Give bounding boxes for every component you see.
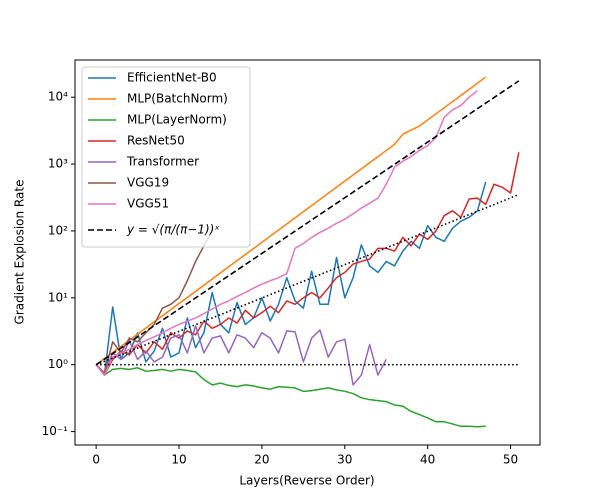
plot-lines bbox=[95, 76, 520, 428]
x-tick-label: 0 bbox=[92, 453, 100, 467]
x-tick-label: 40 bbox=[420, 453, 435, 467]
x-tick-label: 50 bbox=[503, 453, 518, 467]
x-tick-label: 30 bbox=[337, 453, 352, 467]
series-line bbox=[95, 152, 520, 376]
legend-label: MLP(LayerNorm) bbox=[127, 113, 227, 127]
series-line bbox=[95, 325, 387, 386]
y-axis-label: Gradient Explosion Rate bbox=[13, 180, 27, 325]
series-line bbox=[95, 90, 478, 376]
legend-box bbox=[81, 66, 251, 248]
y-tick-label: 10⁴ bbox=[48, 90, 68, 104]
series-line bbox=[95, 76, 487, 366]
legend-label: MLP(BatchNorm) bbox=[127, 92, 228, 106]
y-tick-label: 10³ bbox=[48, 157, 68, 171]
y-tick-label: 10¹ bbox=[48, 290, 68, 304]
series-line bbox=[95, 181, 487, 376]
legend-label: ResNet50 bbox=[127, 134, 185, 148]
legend-label: y = √(π/(π−1))ˣ bbox=[126, 223, 220, 237]
axes-frame bbox=[74, 59, 541, 446]
y-tick-label: 10⁻¹ bbox=[42, 424, 69, 438]
legend-label: EfficientNet-B0 bbox=[127, 71, 217, 85]
legend-label: Transformer bbox=[126, 155, 199, 169]
legend: EfficientNet-B0 MLP(BatchNorm) MLP(LayerNo… bbox=[81, 66, 251, 248]
x-tick-label: 10 bbox=[171, 453, 186, 467]
x-axis-label: Layers(Reverse Order) bbox=[239, 474, 374, 488]
x-tick-label: 20 bbox=[254, 453, 269, 467]
legend-label: VGG19 bbox=[127, 176, 169, 190]
series-line bbox=[95, 364, 486, 428]
y-tick-label: 10⁰ bbox=[48, 357, 68, 371]
series-line bbox=[95, 80, 520, 366]
series-line bbox=[95, 230, 213, 374]
legend-label: VGG51 bbox=[127, 197, 169, 211]
y-tick-label: 10² bbox=[48, 223, 68, 237]
